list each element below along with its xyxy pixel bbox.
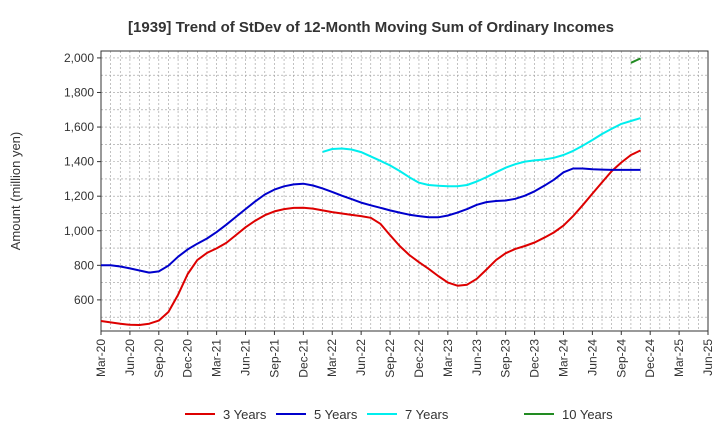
x-tick-label: Mar-20 [94,339,108,377]
x-tick-label: Mar-25 [672,339,686,377]
y-tick-label: 1,000 [64,224,94,238]
y-tick-label: 1,400 [64,155,94,169]
x-tick-label: Sep-23 [499,339,513,378]
x-tick-label: Mar-24 [556,339,570,377]
legend-label: 7 Years [405,407,449,422]
x-tick-label: Jun-25 [701,339,715,376]
x-axis: Mar-20 Jun-20 Sep-20 Dec-20 Mar-21 Jun-21 Sep-… [94,331,715,378]
x-tick-label: Mar-21 [210,339,224,377]
x-tick-label: Jun-23 [470,339,484,376]
x-tick-label: Mar-23 [441,339,455,377]
legend-label: 3 Years [223,407,267,422]
y-tick-label: 800 [74,258,94,272]
chart-title: [1939] Trend of StDev of 12-Month Moving… [128,19,614,36]
x-tick-label: Dec-22 [412,339,426,378]
legend-label: 5 Years [314,407,358,422]
x-tick-label: Jun-20 [123,339,137,376]
x-tick-label: Mar-22 [325,339,339,377]
series-line-3-years [100,149,642,326]
x-tick-label: Sep-22 [383,339,397,378]
x-tick-label: Sep-24 [614,339,628,378]
x-tick-label: Sep-21 [267,339,281,378]
series-line-7-years [322,117,641,188]
series-line-10-years [630,57,642,64]
y-tick-label: 1,800 [64,85,94,99]
y-tick-label: 2,000 [64,51,94,65]
legend: 3 Years 5 Years 7 Years 10 Years [185,407,613,422]
x-tick-label: Sep-20 [152,339,166,378]
plot-area [100,50,709,332]
y-tick-label: 1,600 [64,120,94,134]
y-tick-label: 1,200 [64,189,94,203]
legend-label: 10 Years [562,407,613,422]
x-tick-label: Jun-24 [585,339,599,376]
y-axis-label: Amount (million yen) [8,132,23,251]
x-tick-label: Jun-22 [354,339,368,376]
y-axis: 600 800 1,000 1,200 1,400 1,600 1,800 2,000 [64,51,101,307]
x-tick-label: Dec-24 [643,339,657,378]
x-tick-label: Dec-23 [528,339,542,378]
grid [101,51,708,331]
x-tick-label: Dec-20 [181,339,195,378]
x-tick-label: Jun-21 [239,339,253,376]
series-line-5-years [101,167,641,274]
x-tick-label: Dec-21 [296,339,310,378]
y-tick-label: 600 [74,293,94,307]
series-lines [100,57,642,326]
